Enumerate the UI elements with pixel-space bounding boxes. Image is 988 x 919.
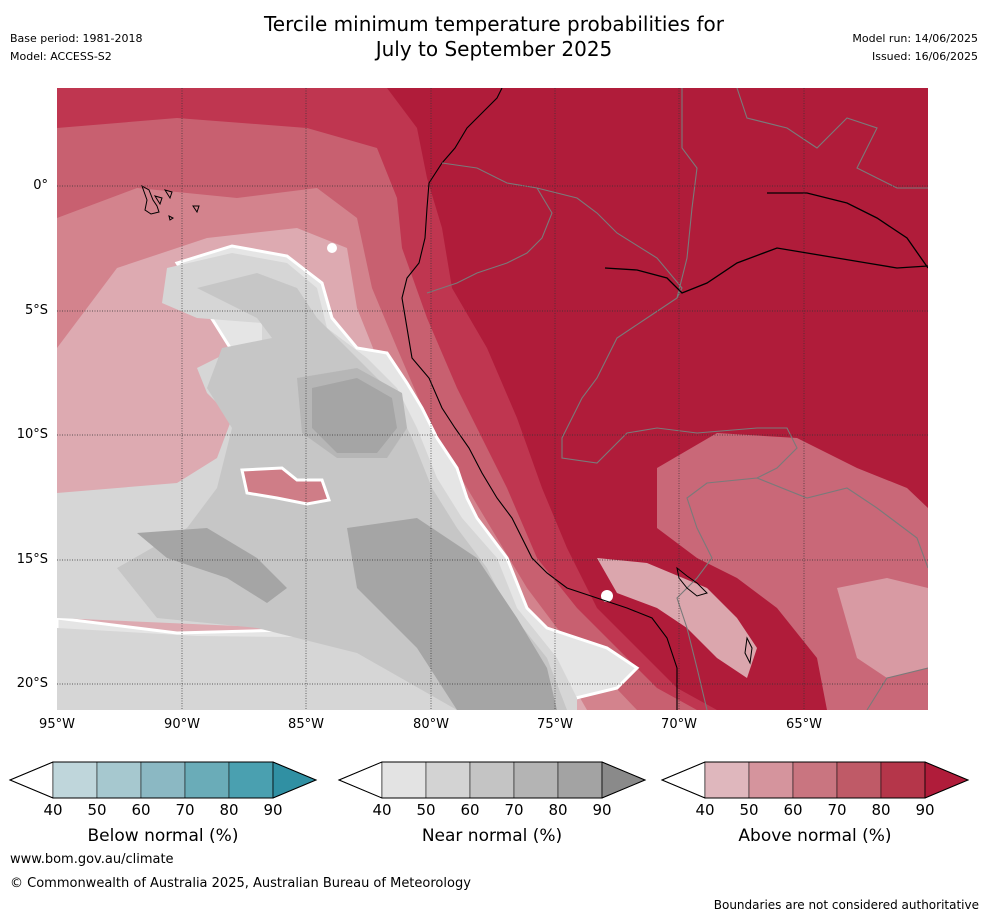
title-line-1: Tercile minimum temperature probabilitie…: [263, 12, 725, 36]
lake-titicaca: [676, 566, 708, 597]
near-normal-segment: [381, 761, 427, 799]
probability-map: [57, 88, 928, 710]
lat-label-20s: 20°S: [16, 676, 48, 691]
above-normal-tip-low: [660, 761, 706, 799]
near-normal-tip-low: [337, 761, 383, 799]
below-normal-tip-high: [272, 761, 318, 799]
galapagos-islands: [141, 184, 200, 221]
near-normal-tick-label: 80: [548, 801, 568, 819]
lat-label-10s: 10°S: [16, 427, 48, 442]
above-normal-coast-50: [597, 558, 757, 678]
below-normal-segment: [184, 761, 230, 799]
lon-label-95w: 95°W: [39, 717, 75, 732]
near-normal-tip-high: [601, 761, 647, 799]
near-normal-segment: [557, 761, 603, 799]
lat-label-0: 0°: [33, 178, 48, 193]
below-normal-tick-label: 40: [43, 801, 63, 819]
below-normal-segment: [52, 761, 98, 799]
near-normal-tick-label: 70: [504, 801, 524, 819]
near-normal-80-zone: [137, 378, 557, 710]
lat-label-5s: 5°S: [24, 303, 48, 318]
model-run: Model run: 14/06/2025: [852, 32, 978, 45]
above-normal-land-50: [837, 578, 928, 678]
lon-label-65w: 65°W: [786, 717, 822, 732]
model-name: Model: ACCESS-S2: [10, 50, 112, 63]
near-normal-tick-label: 60: [460, 801, 480, 819]
title-line-2: July to September 2025: [375, 37, 613, 61]
boundaries-disclaimer: Boundaries are not considered authoritat…: [713, 898, 979, 912]
near-normal-title: Near normal (%): [421, 826, 563, 846]
lon-label-70w: 70°W: [661, 717, 697, 732]
colorbars: [8, 761, 970, 799]
below-normal-tick-label: 60: [131, 801, 151, 819]
white-hotspot: [601, 590, 613, 602]
issued-date: Issued: 16/06/2025: [871, 50, 978, 63]
river: [604, 192, 928, 294]
lat-label-15s: 15°S: [16, 552, 48, 567]
footer-url: www.bom.gov.au/climate: [10, 852, 174, 867]
near-normal-segment: [513, 761, 559, 799]
above-normal-tip-high: [924, 761, 970, 799]
above-normal-outline: [660, 761, 970, 799]
above-normal-tick-label: 80: [871, 801, 891, 819]
below-normal-segment: [140, 761, 186, 799]
below-normal-outline: [8, 761, 318, 799]
country-borders: [426, 88, 928, 710]
below-normal-tick-label: 80: [219, 801, 239, 819]
below-normal-tick-label: 50: [87, 801, 107, 819]
lon-label-90w: 90°W: [164, 717, 200, 732]
lon-label-85w: 85°W: [288, 717, 324, 732]
lon-label-75w: 75°W: [537, 717, 573, 732]
footer-copyright: © Commonwealth of Australia 2025, Austra…: [10, 876, 471, 891]
above-normal-segment: [880, 761, 926, 799]
near-normal-segment: [425, 761, 471, 799]
lon-label-80w: 80°W: [413, 717, 449, 732]
above-normal-tick-label: 50: [739, 801, 759, 819]
above-normal-segment: [836, 761, 882, 799]
near-normal-tick-label: 90: [592, 801, 612, 819]
graticule: [57, 88, 928, 710]
near-normal-tick-label: 50: [416, 801, 436, 819]
meta-left: Base period: 1981-2018 Model: ACCESS-S2: [10, 30, 142, 66]
above-normal-tick-label: 40: [695, 801, 715, 819]
near-normal-outline: [337, 761, 647, 799]
below-normal-tip-low: [8, 761, 54, 799]
above-normal-segment: [792, 761, 838, 799]
above-normal-pocket: [240, 466, 331, 506]
above-normal-tick-label: 60: [783, 801, 803, 819]
below-normal-tick-label: 70: [175, 801, 195, 819]
white-spot: [327, 243, 337, 253]
near-normal-segment: [469, 761, 515, 799]
chart-title: Tercile minimum temperature probabilitie…: [0, 12, 988, 62]
above-normal-segment: [704, 761, 750, 799]
meta-right: Model run: 14/06/2025 Issued: 16/06/2025: [852, 30, 978, 66]
below-normal-tick-label: 90: [263, 801, 283, 819]
above-normal-segment: [748, 761, 794, 799]
above-normal-tick-label: 90: [915, 801, 935, 819]
below-normal-title: Below normal (%): [87, 826, 239, 846]
below-normal-segment: [228, 761, 274, 799]
above-normal-tick-label: 70: [827, 801, 847, 819]
lake-poopo: [744, 636, 753, 665]
base-period: Base period: 1981-2018: [10, 32, 143, 45]
near-normal-tick-label: 40: [372, 801, 392, 819]
below-normal-segment: [96, 761, 142, 799]
above-normal-title: Above normal (%): [738, 826, 892, 846]
